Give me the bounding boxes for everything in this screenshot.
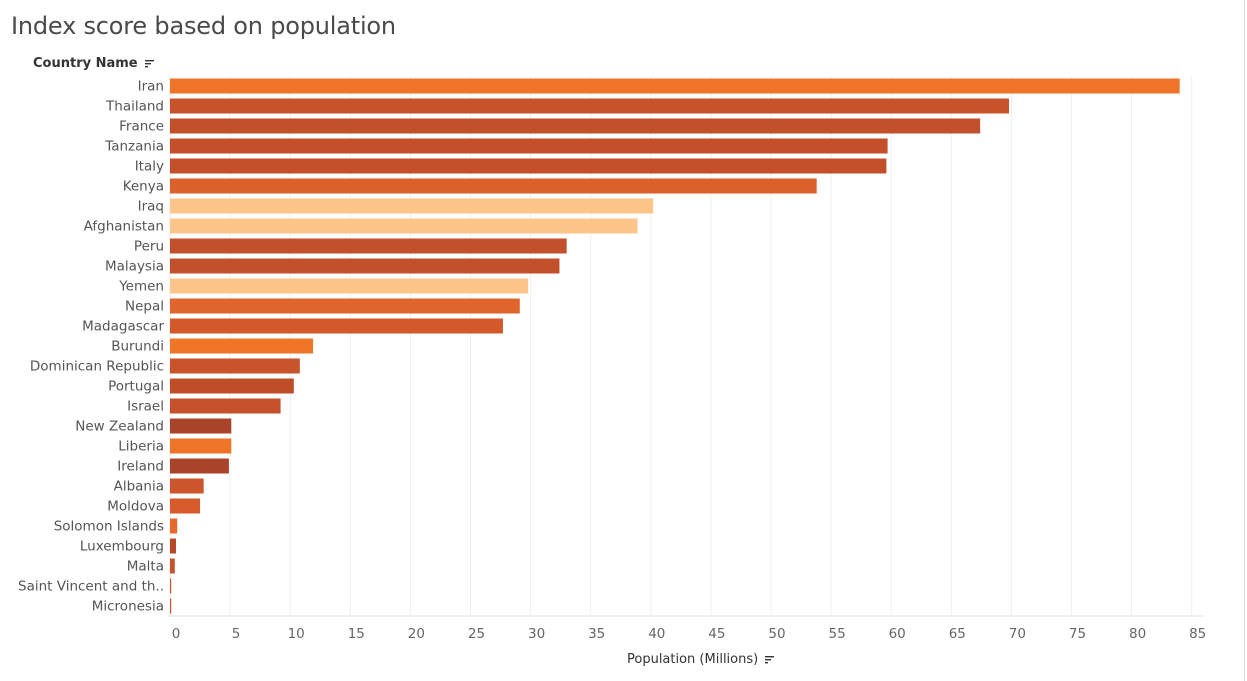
bar[interactable] [170,258,560,274]
sort-icon[interactable] [145,59,155,68]
x-axis-title[interactable]: Population (Millions) [627,652,775,667]
bar[interactable] [170,598,172,614]
bar[interactable] [170,198,654,214]
category-label[interactable]: New Zealand [75,419,164,435]
bar[interactable] [170,158,887,174]
category-label[interactable]: Iraq [138,199,164,215]
bar[interactable] [170,358,300,374]
row-header[interactable]: Country Name [33,56,155,71]
category-label[interactable]: Malta [127,559,164,575]
x-tick-label: 85 [1189,626,1206,642]
category-label[interactable]: Burundi [111,339,164,355]
category-label[interactable]: Peru [134,239,164,255]
x-tick-label: 55 [829,626,846,642]
x-tick-label: 35 [588,626,605,642]
x-tick-label: 65 [949,626,966,642]
category-labels: Iran Thailand France Tanzania Italy Kenya Iraq… [18,79,164,615]
bar[interactable] [170,378,294,394]
x-tick-label: 80 [1129,626,1146,642]
bar[interactable] [170,78,1180,94]
category-label[interactable]: Solomon Islands [54,519,164,535]
x-tick-label: 75 [1069,626,1086,642]
bar[interactable] [170,478,204,494]
category-label[interactable]: Malaysia [105,259,164,275]
category-label[interactable]: Dominican Republic [30,359,164,375]
x-axis-ticks: 0 5 10 15 20 25 30 35 40 45 50 55 60 65 70 75 80 85 [168,615,1206,642]
x-tick-label: 10 [288,626,305,642]
category-label[interactable]: Nepal [125,299,164,315]
x-tick-label: 0 [172,626,181,642]
x-tick-label: 5 [232,626,241,642]
category-label[interactable]: Micronesia [92,599,164,615]
bar[interactable] [170,458,229,474]
bars [170,78,1180,614]
x-tick-label: 40 [648,626,665,642]
category-label[interactable]: Tanzania [104,139,164,155]
pane-border [1244,0,1245,681]
bar[interactable] [170,558,175,574]
category-label[interactable]: Moldova [107,499,164,515]
category-label[interactable]: Iran [138,79,164,95]
category-label[interactable]: Saint Vincent and th.. [18,579,164,595]
x-tick-label: 50 [768,626,785,642]
category-label[interactable]: Albania [114,479,164,495]
x-tick-label: 30 [528,626,545,642]
category-label[interactable]: Israel [127,399,164,415]
category-label[interactable]: Kenya [123,179,164,195]
bar[interactable] [170,318,503,334]
bar[interactable] [170,118,981,134]
bar[interactable] [170,298,520,314]
row-header-label: Country Name [33,56,138,71]
bar[interactable] [170,538,177,554]
category-label[interactable]: Ireland [117,459,164,475]
x-tick-label: 60 [889,626,906,642]
bar[interactable] [170,138,888,154]
x-tick-label: 15 [348,626,365,642]
bar[interactable] [170,278,529,294]
bar[interactable] [170,518,178,534]
category-label[interactable]: Italy [135,159,164,175]
bar[interactable] [170,238,567,254]
x-tick-label: 70 [1009,626,1026,642]
category-label[interactable]: Yemen [118,279,164,295]
gridlines [169,76,1193,615]
category-label[interactable]: Portugal [108,379,164,395]
bar[interactable] [170,578,172,594]
x-tick-label: 20 [408,626,425,642]
chart-title: Index score based on population [11,12,396,40]
bar[interactable] [170,418,232,434]
x-tick-label: 25 [468,626,485,642]
bar[interactable] [170,218,638,234]
bar[interactable] [170,98,1009,114]
bar[interactable] [170,498,201,514]
bar[interactable] [170,438,232,454]
bar[interactable] [170,178,817,194]
x-tick-label: 45 [708,626,725,642]
bar[interactable] [170,398,281,414]
category-label[interactable]: Liberia [118,439,164,455]
category-label[interactable]: Thailand [105,99,164,115]
category-label[interactable]: Madagascar [82,319,164,335]
x-axis-title-label: Population (Millions) [627,652,759,667]
category-label[interactable]: France [119,119,164,135]
sort-icon[interactable] [765,655,775,664]
category-label[interactable]: Afghanistan [84,219,164,235]
bar[interactable] [170,338,314,354]
category-label[interactable]: Luxembourg [80,539,164,555]
